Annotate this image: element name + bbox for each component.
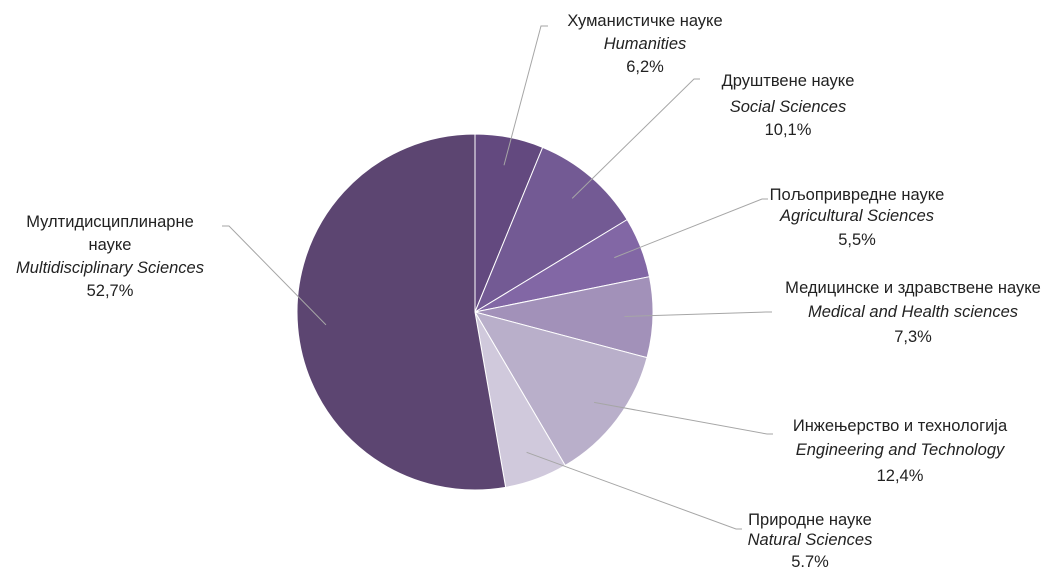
label-sr: Мултидисциплинарне науке (26, 213, 194, 254)
pie-slice-engineering-and-technology (473, 311, 648, 467)
pie-slice-social-sciences (473, 146, 628, 314)
label-sr: Хуманистичке науке (567, 12, 723, 30)
pie-slices (296, 133, 654, 491)
label-multidisciplinary-sciences: Мултидисциплинарне науке Multidisciplina… (5, 211, 215, 303)
label-en: Social Sciences (729, 98, 847, 116)
label-en: Humanities (603, 35, 687, 53)
label-sr: Друштвене науке (721, 72, 855, 90)
leader-line (503, 25, 548, 166)
label-percent: 52,7% (86, 282, 134, 300)
label-en: Multidisciplinary Sciences (16, 259, 204, 277)
label-percent: 5.7% (791, 553, 829, 571)
leader-line (624, 311, 772, 317)
leader-line (614, 198, 768, 259)
label-percent: 12,4% (876, 467, 924, 485)
label-percent: 5,5% (838, 231, 876, 249)
pie-slice-multidisciplinary-sciences (296, 133, 507, 491)
label-agricultural-sciences: Пољопривредне науке Agricultural Science… (762, 185, 952, 254)
label-en: Natural Sciences (747, 531, 873, 549)
label-en: Agricultural Sciences (779, 207, 935, 225)
leader-line (594, 401, 773, 435)
label-en: Engineering and Technology (795, 441, 1005, 459)
label-natural-sciences: Природне науке Natural Sciences 5.7% (735, 510, 885, 574)
label-percent: 10,1% (764, 121, 812, 139)
label-sr: Инжењерство и технологија (792, 417, 1008, 435)
label-engineering-technology: Инжењерство и технологија Engineering an… (775, 414, 1025, 490)
leader-line (222, 225, 327, 326)
leader-line (526, 451, 742, 530)
label-percent: 7,3% (894, 328, 932, 346)
label-humanities: Хуманистичке науке Humanities 6,2% (550, 10, 740, 79)
leader-lines (222, 25, 773, 530)
label-en: Medical and Health sciences (807, 303, 1019, 321)
label-medical-health-sciences: Медицинске и здравствене науке Medical a… (778, 277, 1048, 350)
label-sr: Природне науке (748, 511, 872, 529)
label-sr: Пољопривредне науке (769, 186, 945, 204)
leader-line (571, 78, 700, 199)
label-sr: Медицинске и здравствене науке (785, 279, 1041, 297)
label-percent: 6,2% (626, 58, 664, 76)
label-social-sciences: Друштвене науке Social Sciences 10,1% (703, 67, 873, 142)
